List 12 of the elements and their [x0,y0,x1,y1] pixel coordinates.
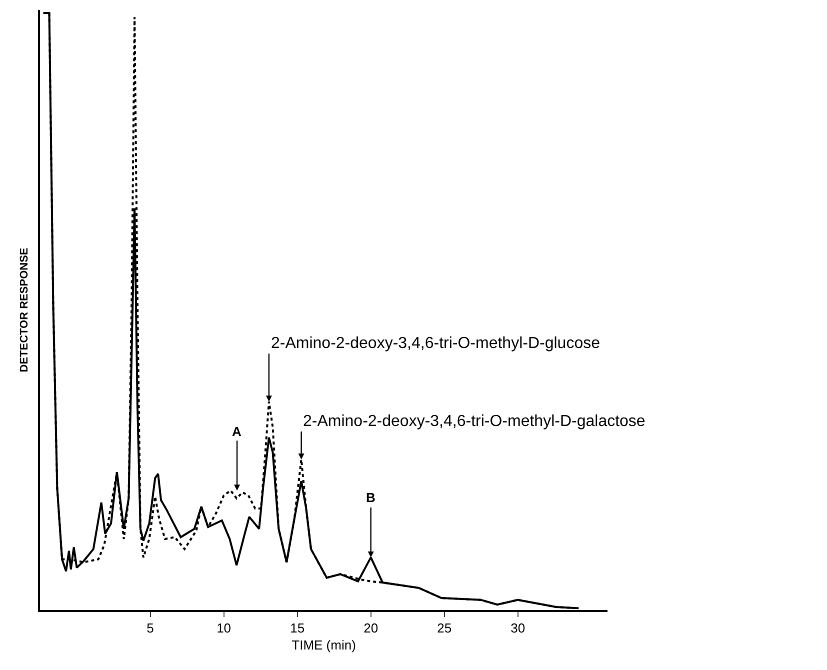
x-tick-label: 5 [146,620,154,636]
x-axis-title: TIME (min) [292,637,356,652]
annotation: 2-Amino-2-deoxy-3,4,6-tri-O-methyl-D-glucose [271,335,600,352]
x-tick-label: 10 [216,620,232,636]
x-tick-label: 15 [290,620,305,636]
x-tick-label: 20 [364,620,378,636]
y-axis-title: DETECTOR RESPONSE [18,248,30,372]
annotation: 2-Amino-2-deoxy-3,4,6-tri-O-methyl-D-galactose [303,413,646,430]
x-tick-label: 25 [437,620,452,636]
x-tick-label: 30 [510,620,526,636]
annotation: A [232,424,242,439]
annotation: B [366,490,376,505]
